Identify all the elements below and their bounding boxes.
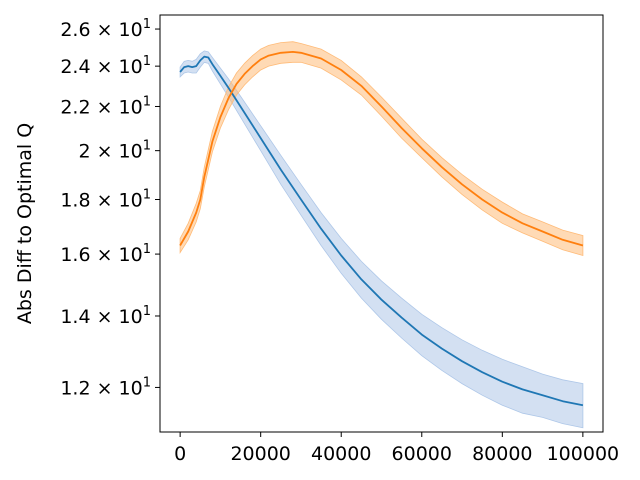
series-lines <box>179 51 584 407</box>
series-2-line <box>179 51 584 247</box>
y-axis-ticks: 2.6 × 101 2.4 × 101 2.2 × 101 2 × 101 1.8 × … <box>60 17 160 399</box>
x-tick-label: 0 <box>174 443 186 465</box>
confidence-bands <box>179 41 584 429</box>
series-1-band <box>179 50 584 429</box>
y-axis-label: Abs Diff to Optimal Q <box>14 123 36 324</box>
y-tick-label: 2 × 101 <box>78 139 151 163</box>
y-tick-label: 2.6 × 101 <box>60 17 151 41</box>
x-tick-label: 100000 <box>547 443 620 465</box>
x-axis-ticks: 0 20000 40000 60000 80000 100000 <box>174 432 619 465</box>
series-2-band <box>179 41 584 257</box>
series-1-line <box>179 55 584 407</box>
y-tick-label: 1.6 × 101 <box>60 242 151 266</box>
plot-frame <box>159 14 604 433</box>
y-tick-label: 2.2 × 101 <box>60 94 151 118</box>
x-tick-label: 40000 <box>311 443 371 465</box>
x-tick-label: 60000 <box>392 443 452 465</box>
y-tick-label: 2.4 × 101 <box>60 54 151 78</box>
x-tick-label: 20000 <box>230 443 290 465</box>
y-tick-label: 1.8 × 101 <box>60 187 151 211</box>
x-tick-label: 80000 <box>472 443 532 465</box>
y-tick-label: 1.2 × 101 <box>60 375 151 399</box>
y-tick-label: 1.4 × 101 <box>60 304 151 328</box>
